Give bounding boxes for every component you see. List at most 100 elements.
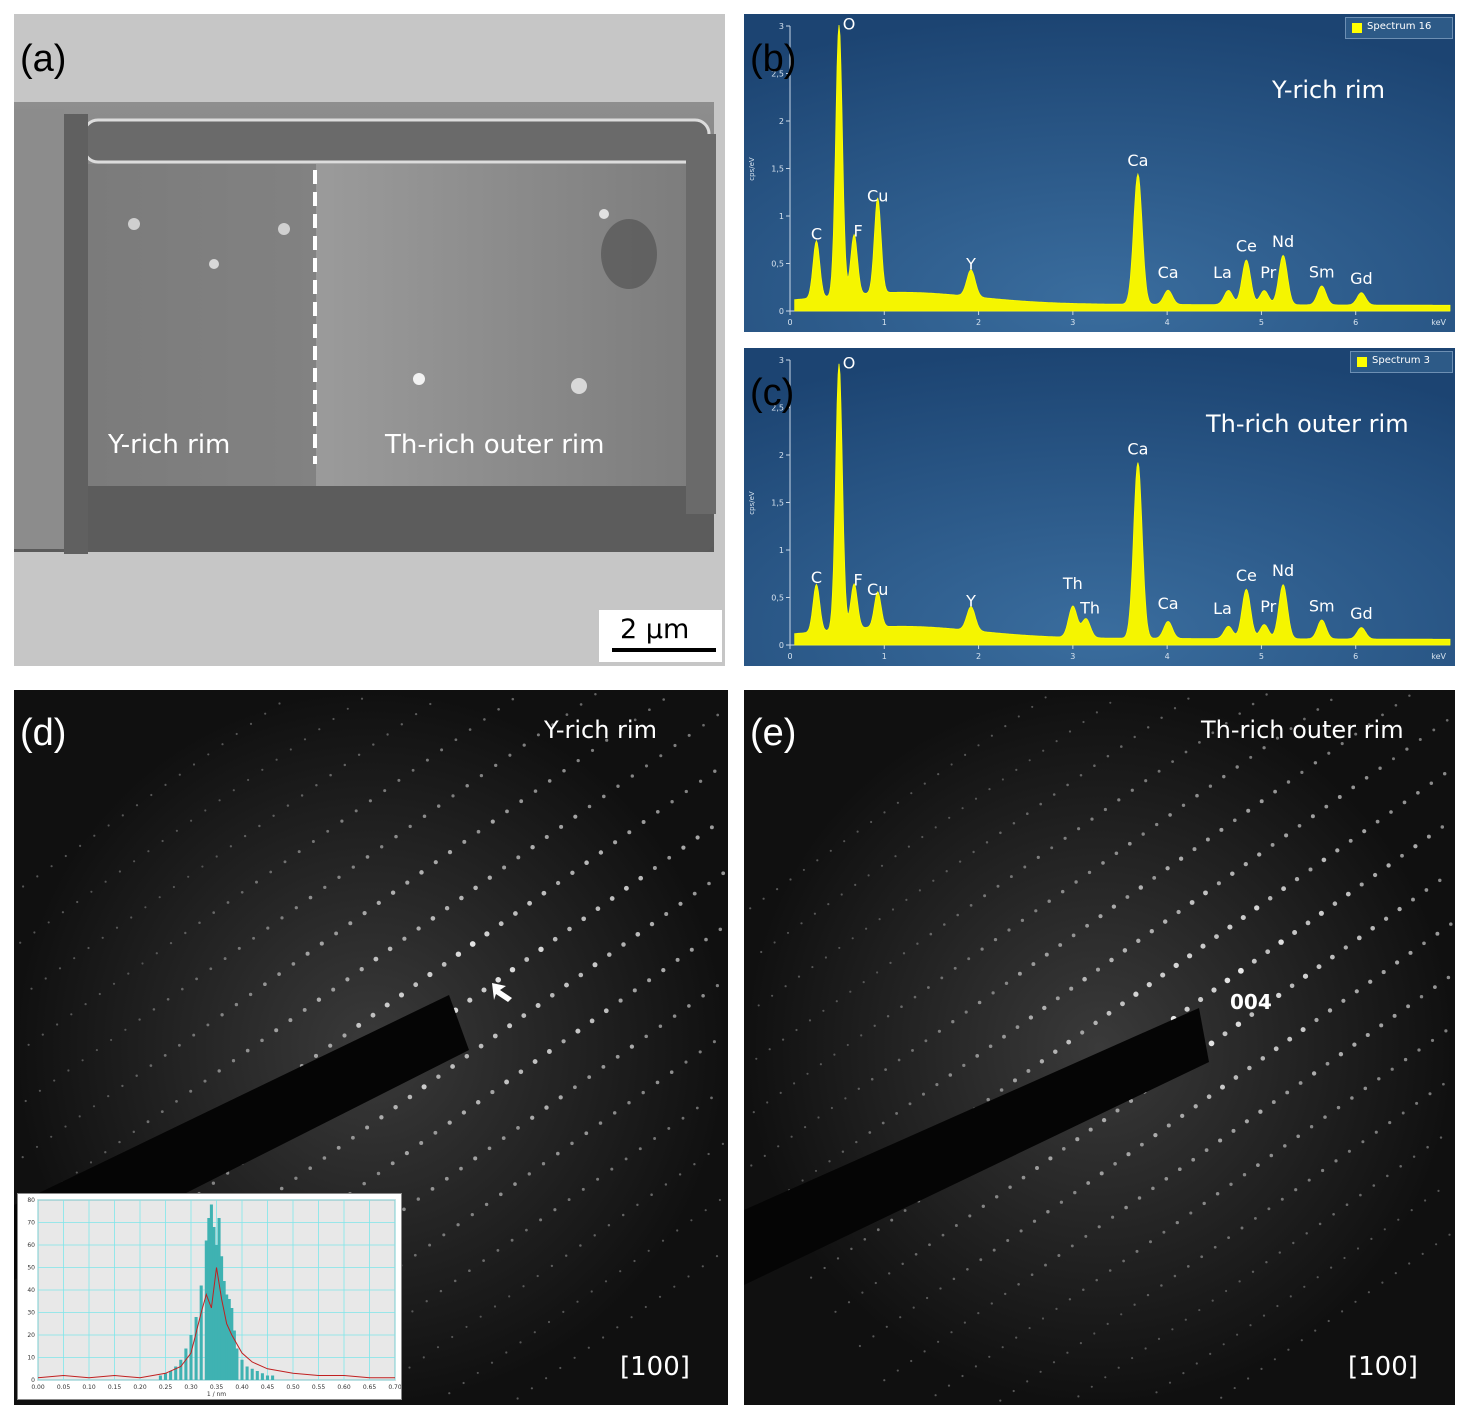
diffraction-spot [847,1301,851,1304]
diffraction-spot [476,1371,479,1374]
diffraction-spot [1155,822,1159,827]
diffraction-spot [1284,833,1289,838]
diffraction-spot [648,708,651,712]
diffraction-spot [619,1270,622,1273]
diffraction-spot [555,1151,560,1156]
diffraction-spot [269,870,273,874]
diffraction-spot [127,972,130,975]
peak-label-ce: Ce [1236,566,1257,585]
diffraction-spot [1222,1343,1225,1346]
diffraction-spot [604,1280,608,1283]
diffraction-spot [894,855,897,858]
diffraction-spot [590,1290,593,1293]
diffraction-spot [384,1002,390,1008]
inset-bar [204,1240,208,1380]
diffraction-spot [587,1346,590,1349]
diffraction-spot [439,1289,443,1293]
diffraction-spot [573,1085,577,1090]
diffraction-spot [659,754,663,758]
diffraction-spot [721,871,726,876]
diffraction-spot [921,1092,926,1096]
diffraction-spot [1173,962,1179,969]
diffraction-spot [1093,764,1096,767]
panel-e-title: Th-rich outer rim [1201,716,1404,744]
diffraction-spot [130,916,133,919]
diffraction-spot [562,768,566,773]
diffraction-spot [1036,855,1040,859]
diffraction-spot [612,1111,617,1115]
diffraction-spot [107,1094,110,1098]
peak-label-nd: Nd [1272,232,1294,251]
diffraction-spot [692,891,697,896]
diffraction-spot [1113,1162,1117,1166]
diffraction-spot [867,874,870,877]
diffraction-spot [650,1193,653,1196]
diffraction-spot [1074,880,1078,884]
diffraction-spot [451,794,455,798]
diffraction-spot [1325,1061,1330,1066]
diffraction-spot [1120,745,1123,748]
peak-label-ca: Ca [1158,263,1179,282]
diffraction-spot [846,1043,849,1047]
diffraction-spot [1276,1304,1279,1308]
inset-bar [230,1308,234,1380]
diffraction-spot [89,1161,93,1164]
diffraction-spot [950,1331,953,1334]
diffraction-spot [681,1116,685,1120]
diffraction-spot [964,1010,968,1014]
diffraction-spot [565,713,569,716]
diffraction-spot [541,1162,546,1166]
diffraction-spot [1106,1010,1112,1016]
diffraction-spot [19,941,22,944]
diffraction-spot [1426,1145,1429,1149]
diffraction-spot [1135,1249,1139,1253]
diffraction-spot [624,1157,628,1161]
diffraction-spot [436,1346,440,1349]
diffraction-spot [1394,703,1398,707]
diffraction-spot [1028,759,1031,762]
diffraction-spot [226,901,230,904]
diffraction-spot [1260,1367,1263,1370]
diffraction-spot [1160,972,1166,978]
diffraction-spot [1003,1292,1007,1296]
diffraction-spot [1001,778,1004,781]
diffraction-spot [678,901,683,906]
diffraction-spot [1280,1197,1284,1201]
diffraction-spot [623,885,629,891]
diffraction-spot [1015,1025,1020,1029]
diffraction-spot [1031,705,1034,708]
diffraction-spot [1364,776,1369,780]
diffraction-spot [687,1275,690,1278]
diffraction-spot [1066,1039,1072,1045]
diffraction-spot [855,1140,858,1144]
diffraction-spot [1208,784,1213,788]
diffraction-spot [1044,952,1049,957]
y-tick-label: 2 [779,117,784,126]
peak-label-th: Th [1062,574,1083,593]
legend-swatch-b [1352,23,1362,33]
diffraction-spot [1039,802,1042,806]
diffraction-spot [986,1097,990,1102]
diffraction-spot [502,865,507,870]
diffraction-spot [1351,785,1356,790]
diffraction-spot [1184,750,1188,754]
diffraction-spot [883,811,886,814]
diffraction-spot [525,1228,528,1232]
diffraction-spot [1085,923,1090,928]
diffraction-spot [172,885,175,889]
diffraction-spot [541,890,547,896]
diffraction-spot [958,860,962,863]
diffraction-spot [430,916,436,921]
diffraction-spot [816,859,819,862]
diffraction-spot [272,814,275,817]
diffraction-spot [939,1287,942,1290]
diffraction-spot [428,1243,432,1247]
diffraction-spot [1343,1256,1346,1260]
diffraction-spot [1300,770,1304,774]
diffraction-spot [135,804,139,807]
diffraction-spot [857,1087,861,1091]
inset-x-tick-label: 0.50 [286,1384,300,1391]
diffraction-spot [824,956,827,959]
diffraction-spot [923,1350,926,1353]
diffraction-spot [1225,1289,1228,1293]
